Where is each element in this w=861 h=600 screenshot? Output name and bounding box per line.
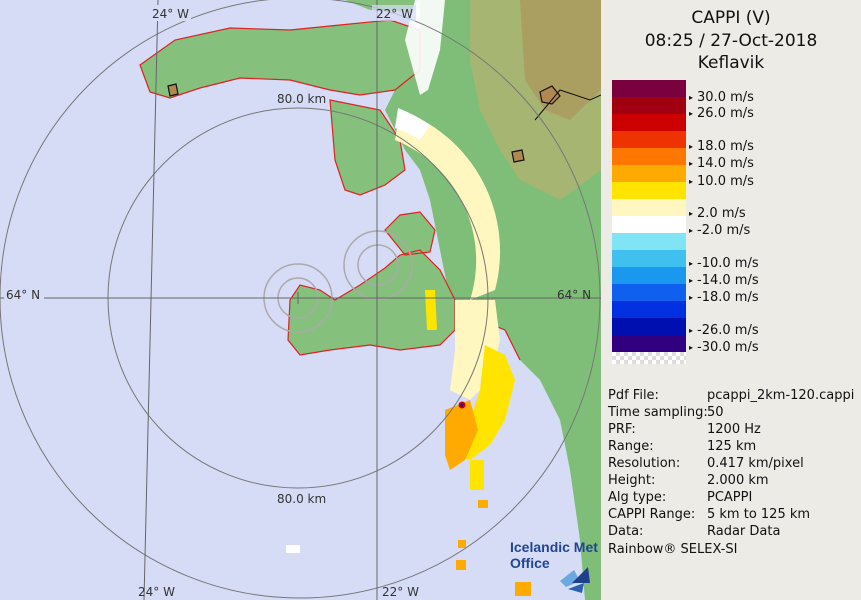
metadata-key: Pdf File:	[608, 388, 659, 403]
legend-swatch	[612, 301, 686, 318]
legend-label: 2.0 m/s	[689, 206, 746, 221]
metadata-row: PRF: 1200 Hz	[608, 422, 761, 437]
logo-line-1: Icelandic Met	[510, 539, 598, 555]
product-datetime: 08:25 / 27-Oct-2018	[644, 31, 818, 51]
lat-label-right: 64° N	[557, 288, 591, 302]
site-name: Keflavik	[697, 53, 765, 73]
legend-swatch	[612, 165, 686, 182]
legend-swatch	[612, 233, 686, 250]
imo-logo: Icelandic Met Office	[510, 539, 598, 593]
legend-label: -2.0 m/s	[689, 223, 750, 238]
lon-label-top-2: 22° W	[376, 7, 413, 21]
legend-label: -30.0 m/s	[689, 340, 759, 355]
legend-swatch	[612, 284, 686, 301]
metadata-key: Time sampling:	[608, 405, 708, 420]
legend-label: -26.0 m/s	[689, 323, 759, 338]
metadata-value: 50	[707, 405, 724, 420]
metadata-value: Radar Data	[707, 524, 781, 539]
metadata-key: Alg type:	[608, 490, 667, 505]
legend-label: 10.0 m/s	[689, 174, 754, 189]
legend-label: 14.0 m/s	[689, 156, 754, 171]
legend-swatch	[612, 335, 686, 352]
metadata-row: CAPPI Range: 5 km to 125 km	[608, 507, 810, 522]
legend-swatch	[612, 182, 686, 199]
metadata-value: 125 km	[707, 439, 757, 454]
metadata-row: Range: 125 km	[608, 439, 756, 454]
metadata-value: PCAPPI	[707, 490, 753, 505]
land-reykjanes	[288, 250, 455, 355]
ring-label-top: 80.0 km	[277, 92, 326, 106]
product-title: CAPPI (V)	[691, 8, 771, 28]
land-snaefellsnes	[140, 20, 420, 98]
lon-label-bottom-1: 24° W	[138, 585, 175, 599]
metadata-key: Height:	[608, 473, 656, 488]
legend-swatch	[612, 199, 686, 216]
lon-label-bottom-2: 22° W	[382, 585, 419, 599]
legend-label: -10.0 m/s	[689, 256, 759, 271]
metadata-value: pcappi_2km-120.cappi	[707, 388, 855, 403]
legend-label: -14.0 m/s	[689, 273, 759, 288]
legend-swatch	[612, 250, 686, 267]
metadata-value: 1200 Hz	[707, 422, 761, 437]
software-credit: Rainbow® SELEX-SI	[608, 542, 738, 557]
metadata-key: CAPPI Range:	[608, 507, 696, 522]
legend-label: 30.0 m/s	[689, 90, 754, 105]
metadata-row: Height: 2.000 km	[608, 473, 769, 488]
metadata-value: 2.000 km	[707, 473, 769, 488]
metadata-key: PRF:	[608, 422, 636, 437]
metadata-key: Range:	[608, 439, 654, 454]
legend-swatch	[612, 131, 686, 148]
metadata-row: Time sampling:50	[608, 405, 724, 420]
legend-nodata-swatch	[612, 352, 686, 364]
ring-label-bottom: 80.0 km	[277, 492, 326, 506]
logo-line-2: Office	[510, 555, 550, 571]
legend-label: -18.0 m/s	[689, 290, 759, 305]
metadata-row: Data: Radar Data	[608, 524, 780, 539]
info-panel: CAPPI (V) 08:25 / 27-Oct-2018 Keflavik 3…	[601, 0, 861, 600]
lon-label-top-1: 24° W	[152, 7, 189, 21]
radar-map[interactable]: 24° W 22° W 24° W 22° W 64° N 64° N 80.0…	[0, 0, 601, 600]
legend-label: 18.0 m/s	[689, 139, 754, 154]
legend-swatch	[612, 216, 686, 233]
lat-label-left: 64° N	[6, 288, 40, 302]
legend-swatch	[612, 114, 686, 131]
metadata-row: Alg type: PCAPPI	[608, 490, 752, 505]
legend-swatch	[612, 80, 686, 97]
legend-label: 26.0 m/s	[689, 106, 754, 121]
metadata-row: Resolution: 0.417 km/pixel	[608, 456, 804, 471]
metadata-value: 0.417 km/pixel	[707, 456, 804, 471]
metadata-key: Data:	[608, 524, 644, 539]
legend-swatch	[612, 267, 686, 284]
metadata-value: 5 km to 125 km	[707, 507, 811, 522]
legend-swatch	[612, 318, 686, 335]
legend-swatch	[612, 148, 686, 165]
legend-swatch	[612, 97, 686, 114]
metadata-row: Pdf File: pcappi_2km-120.cappi	[608, 388, 854, 403]
metadata-key: Resolution:	[608, 456, 681, 471]
